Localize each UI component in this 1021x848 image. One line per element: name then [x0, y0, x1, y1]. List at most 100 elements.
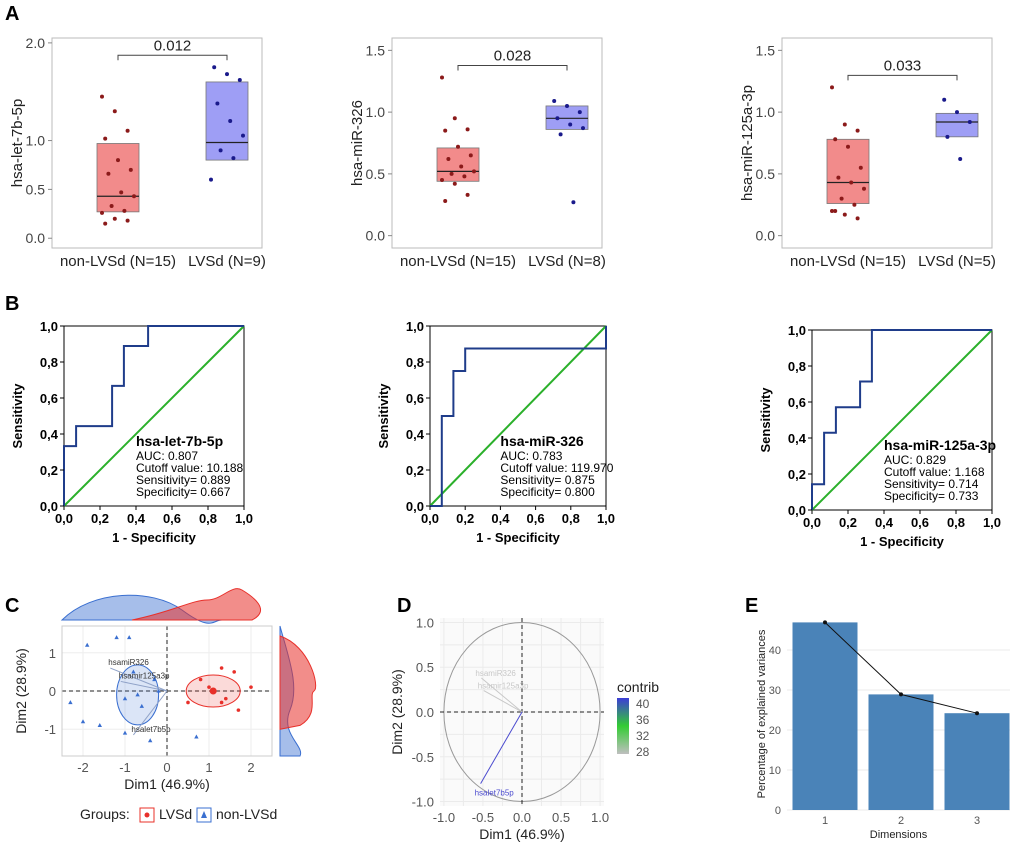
- roc-stat: Cutoff value: 119.970: [500, 461, 613, 475]
- point-lvsd: [232, 670, 236, 674]
- data-point: [119, 190, 124, 195]
- x-tick-label: 1,0: [597, 511, 615, 526]
- roc-stat: Specificity= 0.733: [884, 489, 979, 503]
- y-axis-label: hsa-let-7b-5p: [9, 99, 26, 187]
- y-tick-label: 1.5: [366, 42, 386, 58]
- point-nonlvsd: [127, 635, 132, 640]
- data-point: [459, 164, 464, 169]
- variable-arrow: [133, 690, 168, 736]
- x-tick-label: 1.0: [591, 810, 609, 825]
- x-tick-label: 0,0: [421, 511, 439, 526]
- y-tick-label: 0: [775, 805, 781, 817]
- x-category-label: non-LVSd (N=15): [400, 253, 516, 270]
- roc-stat: AUC: 0.807: [136, 449, 198, 463]
- legend-value: 32: [636, 729, 650, 743]
- data-point: [132, 194, 136, 199]
- data-point: [125, 218, 130, 223]
- y-tick-label: 0.5: [756, 166, 776, 182]
- point-nonlvsd: [68, 700, 73, 705]
- data-point: [446, 157, 451, 162]
- x-tick-label: -1: [119, 760, 131, 775]
- data-point: [237, 78, 242, 82]
- box-non-LVSd: [826, 138, 870, 204]
- panel-letter-a: A: [5, 3, 19, 25]
- data-point: [568, 122, 573, 127]
- data-point: [942, 97, 947, 102]
- point-lvsd: [198, 677, 203, 682]
- data-point: [103, 136, 108, 141]
- legend-value: 40: [636, 697, 650, 711]
- density-top-lvsd: [131, 588, 261, 621]
- data-point: [106, 171, 111, 176]
- box-non-LVSd: [96, 143, 140, 213]
- data-point: [955, 110, 959, 115]
- y-tick-label: 0,2: [406, 463, 424, 478]
- x-tick-label: 2: [247, 760, 254, 775]
- x-tick-label: 1: [205, 760, 212, 775]
- panel-letter-d: D: [397, 595, 411, 617]
- roc-mir-125a-3p: 0,00,0 0,2 0,2 0,4 0,4 0,6 0,6 0,8 0,8 1,0 1,0 1 - …: [758, 323, 1001, 549]
- x-category-label: LVSd (N=8): [528, 253, 606, 270]
- data-point: [218, 148, 223, 153]
- point-nonlvsd: [85, 642, 90, 647]
- data-point: [472, 169, 476, 174]
- variable-label: hsamiR326: [108, 658, 149, 667]
- variable-arrow: [481, 677, 523, 713]
- x-tick-label: 0,2: [456, 511, 474, 526]
- x-tick-label: 3: [974, 815, 980, 827]
- y-tick-label: 10: [769, 765, 781, 777]
- reference-diagonal: [63, 325, 245, 507]
- y-tick-label: 0.5: [366, 166, 386, 182]
- y-tick-label: 0.0: [366, 228, 386, 244]
- data-point: [100, 94, 104, 99]
- density-right-lvsd: [279, 635, 317, 730]
- legend-title: Groups:: [80, 806, 130, 822]
- data-point: [830, 208, 834, 213]
- y-tick-label: 0,4: [40, 427, 59, 442]
- variable-arrow: [483, 690, 523, 713]
- reference-diagonal: [811, 329, 993, 511]
- point-nonlvsd: [135, 692, 140, 697]
- data-point: [231, 156, 236, 161]
- roc-stat: AUC: 0.829: [884, 453, 946, 467]
- data-point: [112, 109, 117, 114]
- y-tick-label: 1.5: [756, 42, 776, 58]
- x-tick-label: 0,8: [199, 511, 217, 526]
- y-tick-label: 1,0: [40, 319, 58, 334]
- point-lvsd: [207, 685, 211, 689]
- roc-title: hsa-miR-125a-3p: [884, 437, 996, 453]
- y-tick-label: 0,8: [406, 355, 424, 370]
- data-point: [112, 216, 117, 221]
- roc-stat: Sensitivity= 0.714: [884, 477, 979, 491]
- y-tick-label: 0.0: [756, 228, 776, 244]
- variance-point: [899, 692, 903, 697]
- significance-bracket: [457, 65, 568, 71]
- y-tick-label: 1: [49, 646, 56, 661]
- x-tick-label: 0,8: [562, 511, 580, 526]
- y-tick-label: 1.0: [756, 104, 776, 120]
- data-point: [103, 221, 108, 226]
- data-point: [100, 210, 104, 215]
- data-point: [842, 122, 847, 127]
- point-nonlvsd: [131, 669, 136, 674]
- data-point: [858, 165, 863, 170]
- data-point: [552, 99, 557, 103]
- x-axis-label: Dimensions: [870, 829, 928, 841]
- x-category-label: LVSd (N=5): [918, 253, 996, 270]
- data-point: [109, 204, 114, 208]
- data-point: [565, 103, 569, 108]
- data-point: [833, 137, 838, 142]
- x-axis-label: Dim1 (46.9%): [479, 826, 565, 842]
- data-point: [468, 153, 473, 158]
- x-tick-label: 0: [163, 760, 170, 775]
- data-point: [849, 180, 854, 185]
- y-tick-label: 1,0: [788, 323, 806, 338]
- panel-letter-c: C: [5, 595, 19, 617]
- x-tick-label: 1,0: [983, 515, 1001, 530]
- roc-mir-326: 0,00,0 0,2 0,2 0,4 0,4 0,6 0,6 0,8 0,8 1,0 1,0 1 - …: [376, 319, 615, 545]
- y-tick-label: 0,8: [788, 359, 806, 374]
- data-point: [225, 72, 229, 77]
- y-tick-label: 0,0: [40, 499, 58, 514]
